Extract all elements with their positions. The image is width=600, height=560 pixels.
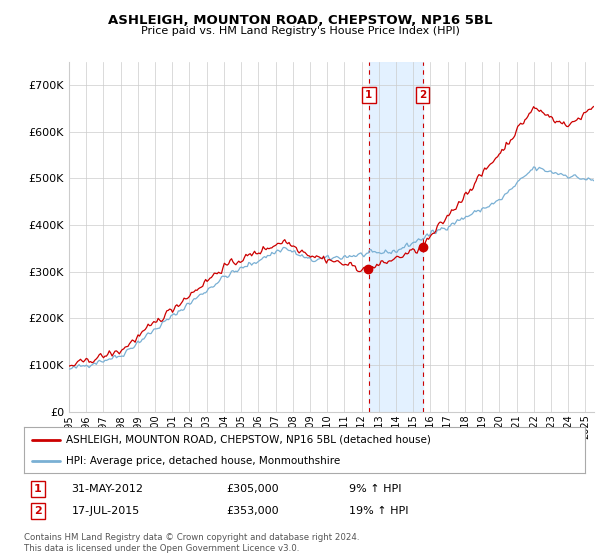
Text: 19% ↑ HPI: 19% ↑ HPI bbox=[349, 506, 409, 516]
Text: 9% ↑ HPI: 9% ↑ HPI bbox=[349, 484, 402, 494]
Text: 31-MAY-2012: 31-MAY-2012 bbox=[71, 484, 143, 494]
Text: Contains HM Land Registry data © Crown copyright and database right 2024.
This d: Contains HM Land Registry data © Crown c… bbox=[24, 533, 359, 553]
Text: ASHLEIGH, MOUNTON ROAD, CHEPSTOW, NP16 5BL (detached house): ASHLEIGH, MOUNTON ROAD, CHEPSTOW, NP16 5… bbox=[66, 435, 431, 445]
Text: Price paid vs. HM Land Registry's House Price Index (HPI): Price paid vs. HM Land Registry's House … bbox=[140, 26, 460, 36]
Text: £353,000: £353,000 bbox=[226, 506, 278, 516]
Text: £305,000: £305,000 bbox=[226, 484, 278, 494]
Text: 17-JUL-2015: 17-JUL-2015 bbox=[71, 506, 140, 516]
Text: ASHLEIGH, MOUNTON ROAD, CHEPSTOW, NP16 5BL: ASHLEIGH, MOUNTON ROAD, CHEPSTOW, NP16 5… bbox=[108, 14, 492, 27]
Text: 1: 1 bbox=[34, 484, 42, 494]
Bar bbox=[369, 62, 422, 412]
Text: 2: 2 bbox=[419, 90, 426, 100]
Text: 1: 1 bbox=[365, 90, 373, 100]
Text: 2: 2 bbox=[34, 506, 42, 516]
Text: HPI: Average price, detached house, Monmouthshire: HPI: Average price, detached house, Monm… bbox=[66, 456, 340, 466]
